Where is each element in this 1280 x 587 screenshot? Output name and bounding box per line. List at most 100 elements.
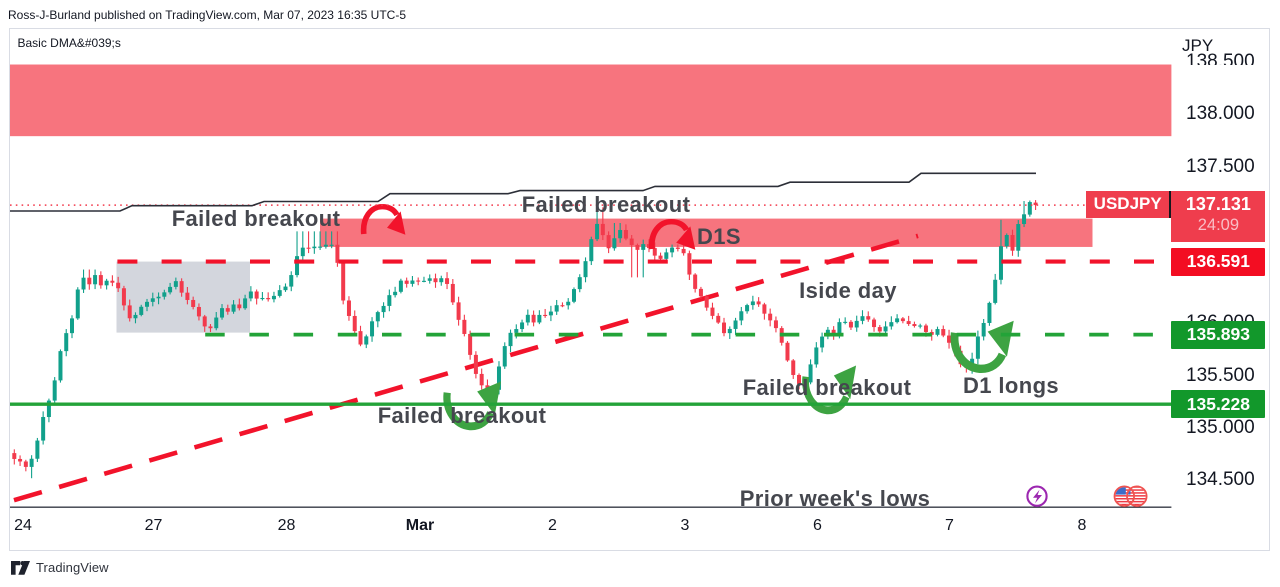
flag-detail bbox=[1115, 487, 1126, 495]
candle-body bbox=[797, 374, 802, 384]
candle-body bbox=[935, 329, 940, 335]
candle-body bbox=[733, 320, 738, 329]
candle-up bbox=[1022, 201, 1027, 228]
candle-up bbox=[35, 437, 40, 462]
candle-body bbox=[214, 317, 219, 329]
candle-body bbox=[473, 354, 478, 374]
candle-body bbox=[81, 277, 86, 290]
candle-body bbox=[675, 247, 680, 249]
candle-body bbox=[785, 342, 790, 361]
flag-detail bbox=[1115, 500, 1134, 503]
candle-body bbox=[993, 279, 998, 303]
candle-down bbox=[185, 286, 190, 305]
candle-down bbox=[254, 289, 259, 305]
candle-down bbox=[791, 359, 796, 379]
chart-annotation: Failed breakout bbox=[742, 375, 912, 400]
candle-up bbox=[104, 278, 109, 290]
candle-body bbox=[168, 286, 173, 293]
tradingview-logo-icon[interactable] bbox=[11, 560, 30, 575]
candle-body bbox=[756, 301, 761, 305]
candle-body bbox=[248, 291, 253, 299]
candle-body bbox=[87, 277, 92, 285]
candle-body bbox=[745, 305, 750, 312]
candle-up bbox=[271, 291, 276, 303]
price-tick-label: 137.500 bbox=[1186, 155, 1255, 177]
candle-body bbox=[98, 275, 103, 286]
candle-up bbox=[987, 301, 992, 326]
candle-up bbox=[733, 317, 738, 335]
candle-body bbox=[104, 280, 109, 286]
candle-up bbox=[370, 317, 375, 342]
dma-step-line bbox=[10, 172, 1036, 212]
candle-body bbox=[243, 298, 248, 309]
candle-down bbox=[704, 294, 709, 311]
candle-body bbox=[543, 314, 548, 317]
candle-down bbox=[18, 455, 23, 466]
candle-up bbox=[248, 286, 253, 302]
candle-up bbox=[318, 231, 323, 250]
symbol-price-label: USDJPY bbox=[1086, 190, 1172, 218]
candle-body bbox=[704, 296, 709, 308]
candle-body bbox=[1027, 202, 1032, 215]
candle-body bbox=[791, 360, 796, 375]
candle-body bbox=[75, 289, 80, 319]
candle-body bbox=[520, 322, 525, 330]
candle-up bbox=[220, 304, 225, 320]
candle-body bbox=[139, 306, 144, 315]
candle-up bbox=[398, 278, 403, 294]
candle-body bbox=[860, 316, 865, 321]
candle-up bbox=[387, 289, 392, 312]
candle-body bbox=[127, 305, 132, 319]
candle-up bbox=[323, 231, 328, 249]
chart-annotation: Iside day bbox=[799, 278, 897, 303]
lightning-icon bbox=[1026, 485, 1048, 507]
candle-up bbox=[393, 286, 398, 298]
candle-down bbox=[681, 243, 686, 256]
candle-up bbox=[854, 315, 859, 332]
level-price-label-green: 135.228 bbox=[1171, 390, 1266, 419]
candle-body bbox=[70, 318, 74, 334]
candle-up bbox=[260, 292, 265, 301]
candle-up bbox=[745, 303, 750, 314]
candle-body bbox=[1016, 224, 1021, 251]
candle-up bbox=[808, 359, 813, 385]
candle-body bbox=[468, 333, 473, 355]
candle-up bbox=[1004, 233, 1009, 249]
candle-down bbox=[98, 271, 103, 289]
candle-up bbox=[993, 273, 998, 305]
candle-body bbox=[341, 262, 346, 301]
candle-up bbox=[537, 310, 542, 325]
price-tick-label: 135.000 bbox=[1186, 417, 1255, 438]
candle-up bbox=[981, 319, 986, 341]
candle-down bbox=[468, 330, 473, 360]
candle-body bbox=[947, 335, 952, 343]
flag-detail bbox=[1127, 489, 1146, 491]
candle-body bbox=[1022, 214, 1027, 225]
candle-up bbox=[566, 298, 571, 310]
candle-body bbox=[364, 336, 369, 345]
candle-body bbox=[29, 458, 34, 467]
candle-down bbox=[110, 275, 115, 287]
candle-down bbox=[404, 277, 409, 288]
candle-down bbox=[462, 314, 467, 337]
time-tick-label: Mar bbox=[405, 517, 435, 534]
brand-name[interactable]: TradingView bbox=[36, 560, 109, 575]
candle-body bbox=[941, 329, 946, 336]
candle-up bbox=[139, 304, 144, 317]
arrow-head bbox=[987, 320, 1014, 357]
time-tick-label: 24 bbox=[14, 517, 32, 534]
upper-supply-zone bbox=[10, 64, 1172, 137]
chart-legend-title: Basic DMA&#039;s bbox=[17, 35, 121, 50]
candle-down bbox=[1010, 229, 1015, 256]
candle-down bbox=[346, 296, 351, 321]
candle-down bbox=[866, 311, 871, 322]
candle-down bbox=[768, 308, 773, 327]
candle-down bbox=[191, 296, 196, 310]
candle-up bbox=[641, 239, 646, 278]
candle-body bbox=[289, 275, 294, 287]
candle-body bbox=[998, 246, 1003, 280]
candle-body bbox=[346, 300, 351, 316]
candle-body bbox=[722, 322, 727, 334]
candle-down bbox=[900, 317, 905, 324]
